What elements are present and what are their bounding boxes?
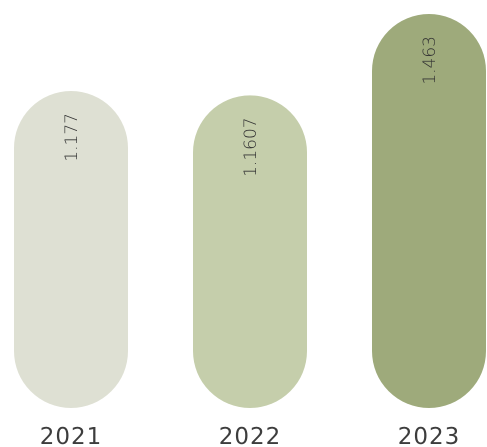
value-label-2022: 1.1607 — [241, 117, 261, 176]
category-labels-group: 2021 2022 2023 — [40, 424, 461, 447]
value-label-2021: 1.177 — [62, 113, 82, 162]
value-labels-group: 1.177 1.1607 1.463 — [62, 36, 440, 177]
bars-group — [14, 14, 486, 409]
bar-2021 — [14, 91, 128, 408]
value-label-2023: 1.463 — [420, 36, 440, 85]
bar-2023 — [372, 14, 486, 408]
category-label-2023: 2023 — [398, 424, 461, 447]
category-label-2021: 2021 — [40, 424, 103, 447]
bar-2022 — [193, 95, 307, 409]
category-label-2022: 2022 — [219, 424, 282, 447]
